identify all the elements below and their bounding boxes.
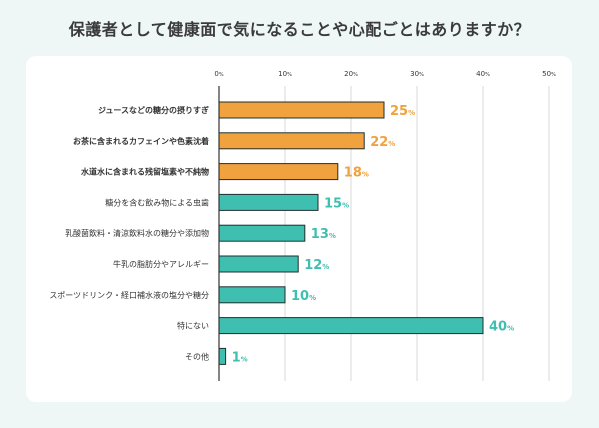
chart-card: 0% 10% 20% 30% 40% 50% ジュースなどの糖分の摂りすぎ 25% お茶に含まれ… [26,56,572,402]
value-label: 10% [291,289,316,304]
x-tick-label: 50% [542,70,556,78]
value-label: 1% [232,350,248,365]
category-label: 糖分を含む飲み物による虫歯 [105,197,209,207]
bar [218,193,319,211]
value-label: 15% [324,196,349,211]
x-tick-label: 20% [344,70,358,78]
category-label: スポーツドリンク・経口補水液の塩分や糖分 [49,290,209,300]
bar [218,286,286,304]
bar [218,255,299,273]
value-label: 13% [311,227,336,242]
category-label: 乳酸菌飲料・清涼飲料水の糖分や添加物 [65,228,209,238]
category-label: 牛乳の脂肪分やアレルギー [113,259,209,269]
x-tick-label: 10% [278,70,292,78]
value-label: 40% [489,320,514,335]
bar [218,347,227,365]
x-tick-label: 0% [214,70,223,78]
bar-chart: 0% 10% 20% 30% 40% 50% ジュースなどの糖分の摂りすぎ 25% お茶に含まれ… [49,70,556,381]
category-label: 特にない [177,321,209,331]
bar [218,132,365,150]
value-label: 18% [344,166,369,181]
category-label: 水道水に含まれる残留塩素や不純物 [80,167,209,177]
bar [218,224,306,242]
value-label: 12% [304,258,329,273]
x-tick-label: 30% [410,70,424,78]
chart-title: 保護者として健康面で気になることや心配ごとはありますか？ [68,20,531,39]
value-label: 25% [390,104,415,119]
x-tick-label: 40% [476,70,490,78]
bar [218,101,385,119]
bar [218,317,484,335]
category-label: ジュースなどの糖分の摂りすぎ [98,105,209,115]
bar [218,163,339,181]
category-label: お茶に含まれるカフェインや色素沈着 [73,136,209,146]
category-label: その他 [185,351,209,361]
value-label: 22% [370,135,395,150]
